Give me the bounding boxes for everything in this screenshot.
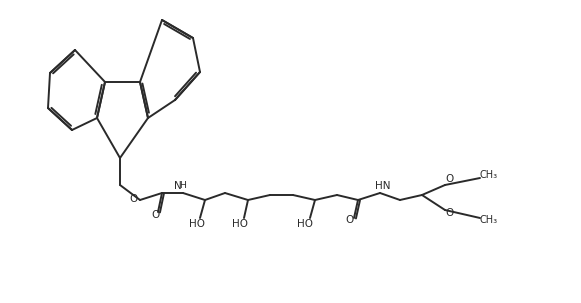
Text: O: O <box>445 174 453 184</box>
Text: H: H <box>180 181 187 191</box>
Text: HN: HN <box>375 181 391 191</box>
Text: N: N <box>174 181 182 191</box>
Text: O: O <box>130 194 138 204</box>
Text: O: O <box>445 208 453 218</box>
Text: O: O <box>151 210 159 220</box>
Text: O: O <box>346 215 354 225</box>
Text: HO: HO <box>232 219 248 229</box>
Text: CH₃: CH₃ <box>480 170 498 180</box>
Text: HO: HO <box>189 219 205 229</box>
Text: CH₃: CH₃ <box>480 215 498 225</box>
Text: HO: HO <box>297 219 313 229</box>
